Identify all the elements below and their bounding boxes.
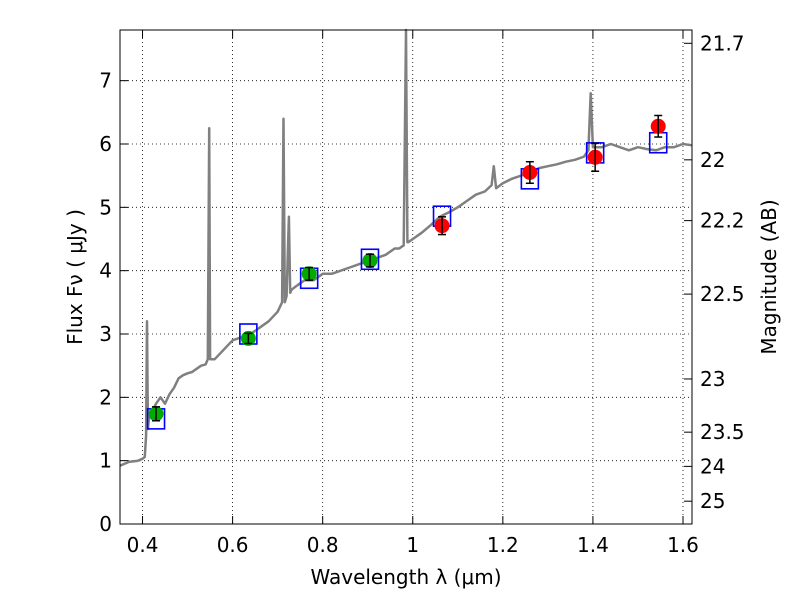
y-tick-label: 5 [99, 195, 112, 219]
y-axis-label: Flux Fν ( μJy ) [63, 209, 87, 345]
y2-tick-label: 24 [700, 454, 725, 478]
x-tick-label: 1.6 [667, 533, 699, 557]
y-tick-label: 6 [99, 132, 112, 156]
y2-tick-label: 23 [700, 367, 725, 391]
y2-tick-label: 23.5 [700, 420, 745, 444]
model-photometry-square [360, 248, 380, 271]
y2-tick-label: 22 [700, 148, 725, 172]
y-tick-label: 3 [99, 322, 112, 346]
ticks-layer: 0.4 0.6 0.8 1 1.2 1.4 1.60123456721.72222.222.… [99, 30, 745, 557]
observed-photometry-layer [148, 114, 666, 422]
plot-frame [119, 29, 693, 525]
y-tick-label: 2 [99, 385, 112, 409]
x-tick-label: 0.4 [127, 533, 159, 557]
x-axis-label: Wavelength λ (μm) [310, 565, 501, 589]
y2-tick-label: 22.2 [700, 209, 745, 233]
y2-tick-label: 22.5 [700, 282, 745, 306]
x-tick-label: 0.6 [217, 533, 249, 557]
y-tick-label: 0 [99, 512, 112, 536]
y2-tick-label: 25 [700, 489, 725, 513]
spectrum-line [119, 28, 693, 467]
x-tick-label: 0.8 [307, 533, 339, 557]
x-tick-label: 1 [406, 533, 419, 557]
y-tick-label: 4 [99, 259, 112, 283]
x-tick-label: 1.4 [577, 533, 609, 557]
spectrum-layer [119, 28, 693, 467]
y-tick-label: 7 [99, 69, 112, 93]
y2-tick-label: 21.7 [700, 31, 745, 55]
x-tick-label: 1.2 [487, 533, 519, 557]
y2-axis-label: Magnitude (AB) [757, 199, 781, 354]
y-tick-label: 1 [99, 449, 112, 473]
